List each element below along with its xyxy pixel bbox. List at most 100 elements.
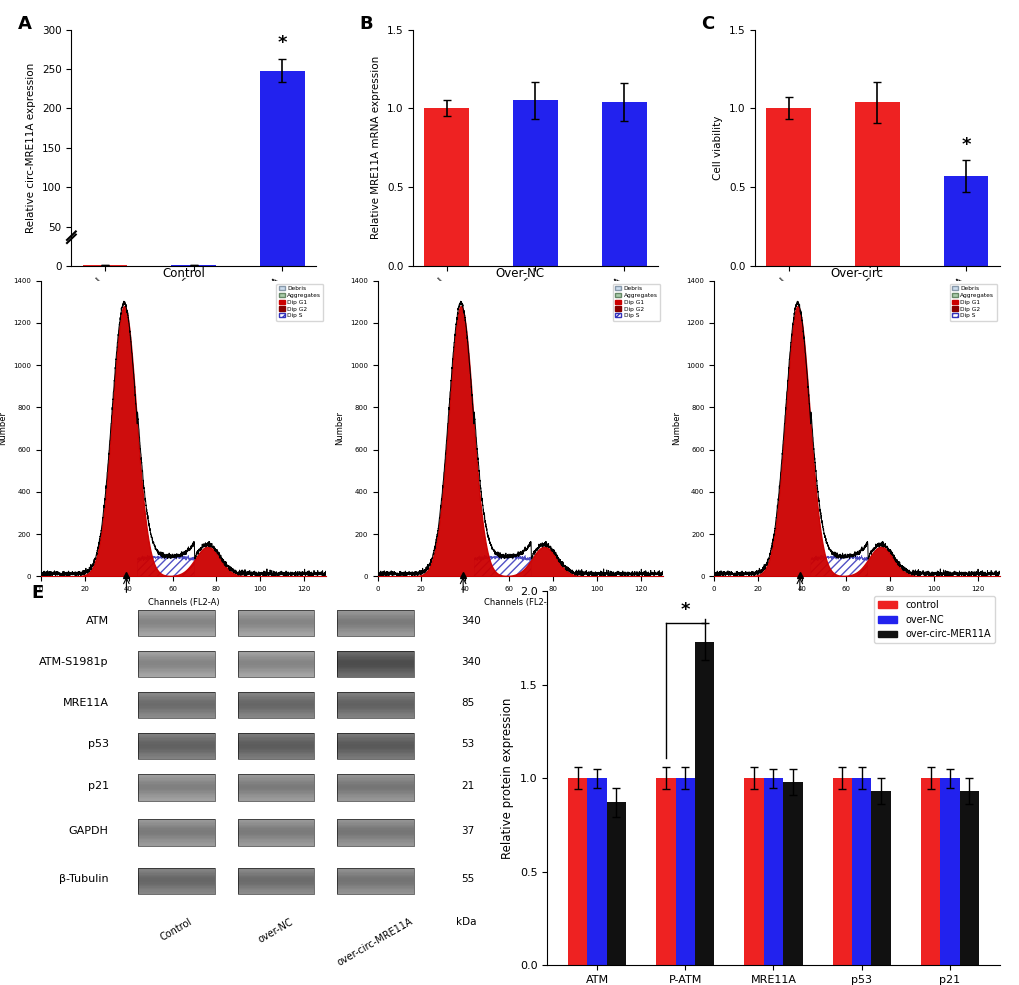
Bar [237,780,314,781]
Bar [336,656,414,657]
Bar [336,890,414,891]
Bar [237,652,314,653]
Bar [138,886,215,887]
Bar [138,675,215,676]
X-axis label: Channels (FL2-A): Channels (FL2-A) [148,598,219,607]
Bar [336,672,414,673]
Bar [920,778,940,965]
Bar [237,825,314,827]
Bar [237,885,314,886]
Bar [138,617,215,618]
Bar [138,836,215,837]
Bar [237,610,314,611]
Bar [336,821,414,823]
Bar [138,739,215,740]
Bar [138,661,215,663]
Text: 53: 53 [461,740,474,750]
Bar [138,656,215,657]
Bar [138,797,215,798]
Bar [138,774,215,776]
Bar [832,778,851,965]
Bar [138,799,215,801]
Bar [237,887,314,888]
Bar [237,799,314,801]
Bar [237,706,314,708]
Bar [237,614,314,615]
Bar [336,696,414,697]
Bar [851,778,870,965]
Bar [336,886,414,887]
Bar [237,793,314,794]
Bar [336,778,414,780]
Bar [138,743,215,744]
Bar [336,820,414,821]
Bar [336,835,414,836]
Bar [336,625,414,626]
Bar [237,743,314,744]
Text: C: C [701,16,714,33]
Bar [336,705,414,706]
Bar [237,694,314,696]
Bar [138,697,215,698]
Bar [336,878,414,879]
Bar [336,884,414,885]
Bar [237,626,314,628]
Bar [138,745,215,747]
Bar [237,874,314,875]
Bar [336,653,414,655]
Bar [237,781,314,782]
Bar [237,619,314,621]
Bar [138,823,215,824]
Bar [336,874,414,875]
Bar [336,694,414,696]
Bar [138,883,215,884]
Bar [336,841,414,843]
Bar [336,667,414,668]
Bar [237,795,314,797]
Bar [237,868,314,870]
Bar [237,716,314,717]
Bar [237,774,314,801]
Bar [336,632,414,633]
Bar [138,651,215,652]
Bar [138,693,215,694]
Bar [138,611,215,613]
Bar [336,733,414,735]
Bar [138,634,215,636]
Bar [237,790,314,791]
Bar [336,820,414,845]
Bar [138,790,215,791]
Bar [336,876,414,878]
Bar [237,663,314,664]
Bar [237,839,314,840]
Y-axis label: Cell viability: Cell viability [712,115,722,180]
Bar [237,784,314,785]
Bar [336,668,414,669]
Bar [138,831,215,832]
Text: 85: 85 [461,698,474,708]
Bar [237,630,314,632]
Bar [336,836,414,837]
Bar [336,784,414,785]
Bar [336,885,414,886]
Bar [336,875,414,876]
Bar [336,828,414,829]
Bar [336,793,414,794]
Bar [138,701,215,702]
Bar [336,621,414,622]
Bar [237,697,314,698]
Bar [336,617,414,618]
Bar [237,714,314,716]
Bar [237,698,314,700]
Bar [336,673,414,675]
Text: *: * [277,34,286,52]
Bar [237,883,314,884]
Bar [237,786,314,788]
Bar [138,714,215,716]
Bar [336,840,414,841]
Bar [138,735,215,736]
Bar [336,782,414,784]
Bar [138,619,215,621]
Bar [138,881,215,883]
Bar [336,785,414,786]
